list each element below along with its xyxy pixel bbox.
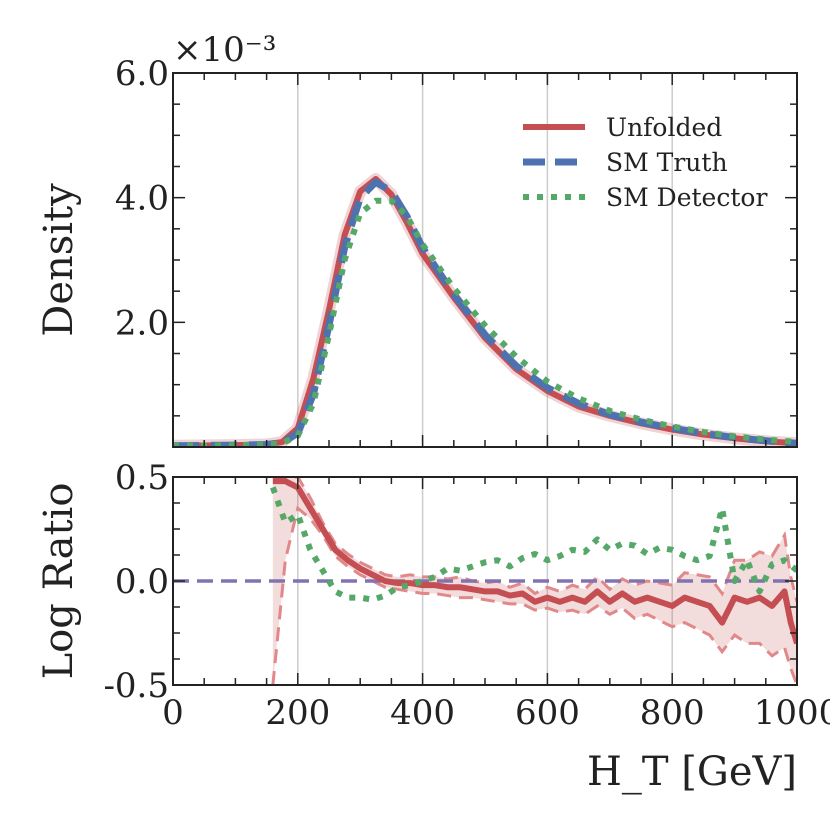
ratio-ytick-label: 0.5 xyxy=(115,458,169,498)
y-scale-multiplier: ×10⁻³ xyxy=(173,30,276,70)
xtick-label: 0 xyxy=(162,693,184,733)
unfolded-ratio-band-lower xyxy=(271,505,797,685)
x-axis-label: H_T [GeV] xyxy=(587,749,797,795)
ratio-ylabel: Log Ratio xyxy=(36,483,82,680)
unfolded-ratio-band-upper xyxy=(272,477,797,603)
density-series-group xyxy=(173,172,797,447)
xtick-label: 1000 xyxy=(754,693,830,733)
legend: Unfolded SM Truth SM Detector xyxy=(523,113,767,212)
ratio-series-group xyxy=(173,477,797,685)
log-ratio-panel: -0.5 0.0 0.5 0 200 400 600 800 1000 Log Ratio H_T … xyxy=(36,458,830,795)
legend-label-unfolded: Unfolded xyxy=(606,113,722,142)
density-ylabel: Density xyxy=(36,183,82,337)
xtick-label: 800 xyxy=(640,693,705,733)
series-line-unfolded xyxy=(173,175,797,447)
density-panel: 2.0 4.0 6.0×10⁻³ Density Unfolded SM Truth SM … xyxy=(36,30,798,448)
legend-label-sm-truth: SM Truth xyxy=(606,148,728,177)
ratio-ytick-label: 0.0 xyxy=(115,562,169,602)
ratio-ytick-label: -0.5 xyxy=(103,666,169,706)
series-line-sm-truth xyxy=(173,178,797,447)
series-line-sm-detector xyxy=(173,197,797,447)
xtick-label: 400 xyxy=(390,693,455,733)
density-ytick-label: 2.0 xyxy=(115,303,169,343)
xtick-label: 200 xyxy=(265,693,330,733)
legend-label-sm-detector: SM Detector xyxy=(606,183,767,212)
density-ytick-label: 4.0 xyxy=(115,179,169,219)
density-ytick-label: 6.0 xyxy=(115,54,169,94)
xtick-label: 600 xyxy=(515,693,580,733)
unfolded-uncertainty-band xyxy=(173,172,797,447)
ratio-line-unfolded xyxy=(272,478,797,645)
ratio-line-sm-detector xyxy=(270,486,797,603)
